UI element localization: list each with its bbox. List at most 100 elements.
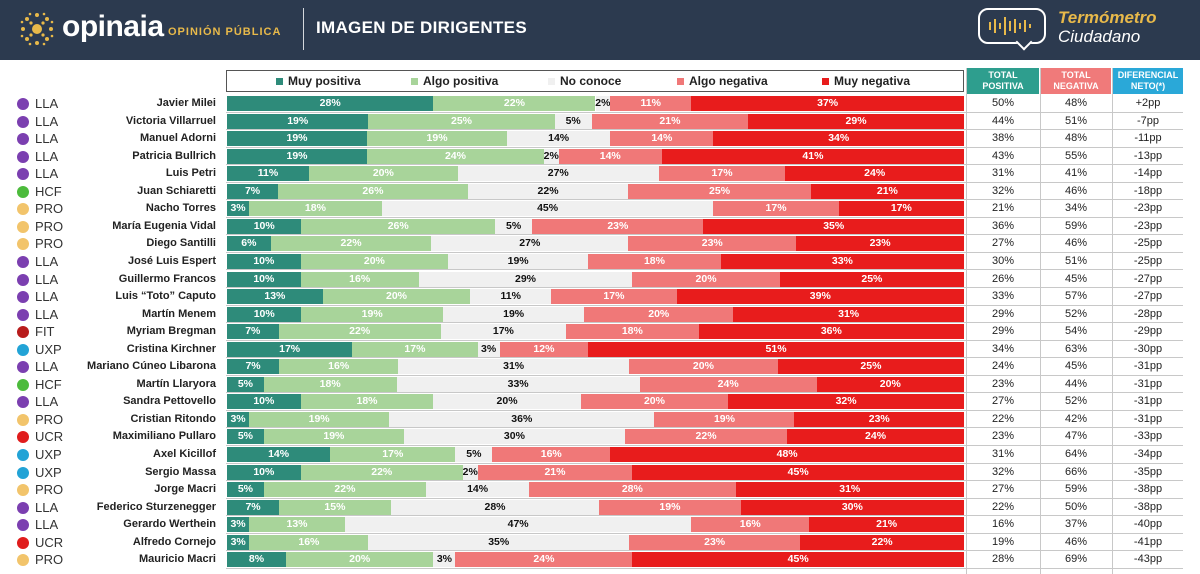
bar-segment-nc [470,289,552,305]
bar-segment-ap [263,482,426,498]
total-negativa-label: TOTAL NEGATIVA [1053,70,1099,91]
total-dif: -28pp [1133,307,1163,320]
total-neg: 51% [1064,114,1088,127]
data-label: 7% [245,360,261,373]
total-pos: 44% [991,114,1015,127]
row-gridline [226,427,1183,429]
data-label: 20% [643,395,665,408]
data-label: 21% [876,518,898,531]
data-label: 31% [503,360,525,373]
total-neg: 52% [1064,307,1088,320]
total-neg: 42% [1064,412,1088,425]
bar-segment-ap [352,341,478,357]
data-label: 39% [809,290,831,303]
row-gridline [226,164,1183,166]
leader-name: Patricia Bullrich [132,149,216,162]
data-label: 45% [787,553,809,566]
bar-segment-mp [227,394,301,410]
data-label: 19% [286,132,308,145]
party-dot-icon [17,238,29,251]
bar-segment-mp [227,324,279,340]
chart-row: LLA Gerardo Werthein 3% 13% 47% 16% 21% 16% 37% -… [0,516,1200,534]
data-label: 25% [861,272,883,285]
data-label: 3% [230,412,246,425]
total-dif: -23pp [1133,202,1163,215]
bar-segment-mp [227,499,280,515]
chart-row: UCR Maximiliano Pullaro 5% 19% 30% 22% 24% 23% 4… [0,428,1200,446]
bar-segment-an [610,96,692,111]
bar-segment-an [691,517,810,533]
data-label: 3% [230,518,246,531]
data-label: 14% [548,132,570,145]
party-label: LLA [35,253,59,269]
row-gridline [226,550,1183,552]
total-dif: -35pp [1133,465,1163,478]
data-label: 14% [268,448,290,460]
bar-segment-mn [779,271,964,287]
bar-segment-mn [588,341,964,357]
bar-segment-mp [227,166,309,182]
data-label: 17% [603,290,625,303]
total-dif: -31pp [1133,360,1163,373]
data-label: 22% [537,184,559,197]
leader-name: Gerardo Werthein [123,518,216,531]
chart-row: HCF Juan Schiaretti 7% 26% 22% 25% 21% 32% 46% -1… [0,183,1200,201]
data-label: 17% [765,202,787,215]
party-dot-icon [17,554,29,567]
party-dot-icon [17,273,29,286]
party-label: PRO [35,236,64,252]
total-neg: 52% [1064,395,1088,408]
total-dif: -43pp [1133,553,1163,566]
total-pos: 34% [991,342,1015,355]
data-label: 21% [876,184,898,197]
data-label: 37% [817,97,839,109]
row-gridline [226,515,1183,517]
data-label: 48% [776,448,798,460]
termometro-title: Termómetro [1058,8,1157,27]
data-label: 18% [304,202,326,215]
data-label: 27% [519,237,541,250]
data-label: 23% [869,237,891,250]
header-divider [303,8,304,50]
data-label: 23% [868,412,890,425]
bar-segment-mp [227,517,250,533]
bar-segment-mn [661,148,964,164]
data-label: 20% [879,377,901,390]
data-label: 20% [695,272,717,285]
bar-segment-mp [227,359,280,375]
bar-segment-ap [367,131,508,147]
data-label: 2% [595,97,611,109]
data-label: 33% [831,254,853,267]
party-label: HCF [35,376,62,392]
total-neg: 50% [1064,500,1088,513]
bar-segment-mn [733,306,964,322]
party-dot-icon [17,115,29,128]
bar-segment-mp [227,183,279,199]
bar-segment-mn [735,482,964,498]
chart-row: LLA Victoria Villarruel 19% 25% 5% 21% 29% 44% 5… [0,113,1200,131]
bar-segment-mp [227,218,302,234]
data-label: 27% [547,167,569,180]
party-label: LLA [35,131,59,147]
total-positiva-label: TOTAL POSITIVA [982,70,1024,91]
legend-swatch [276,78,283,86]
total-pos: 29% [991,325,1015,338]
leader-name: Diego Santilli [146,237,216,250]
chart-row: FIT Myriam Bregman 7% 22% 17% 18% 36% 29% 54% -29… [0,323,1200,341]
bar-segment-ap [301,218,495,234]
row-gridline [226,269,1183,271]
data-label: 22% [349,325,371,338]
data-label: 3% [230,535,246,548]
leader-name: Mauricio Macri [138,553,216,566]
bar-segment-ap [263,376,397,392]
bar-segment-nc [543,148,559,164]
total-neg: 66% [1064,465,1088,478]
data-label: 13% [286,518,308,531]
data-label: 45% [787,465,809,478]
party-label: LLA [35,306,59,322]
data-label: 30% [503,430,525,443]
bar-segment-an [654,411,795,427]
chart-row: LLA José Luis Espert 10% 20% 19% 18% 33% 30% 51%… [0,253,1200,271]
total-neg: 64% [1064,448,1088,460]
row-gridline [226,251,1183,253]
